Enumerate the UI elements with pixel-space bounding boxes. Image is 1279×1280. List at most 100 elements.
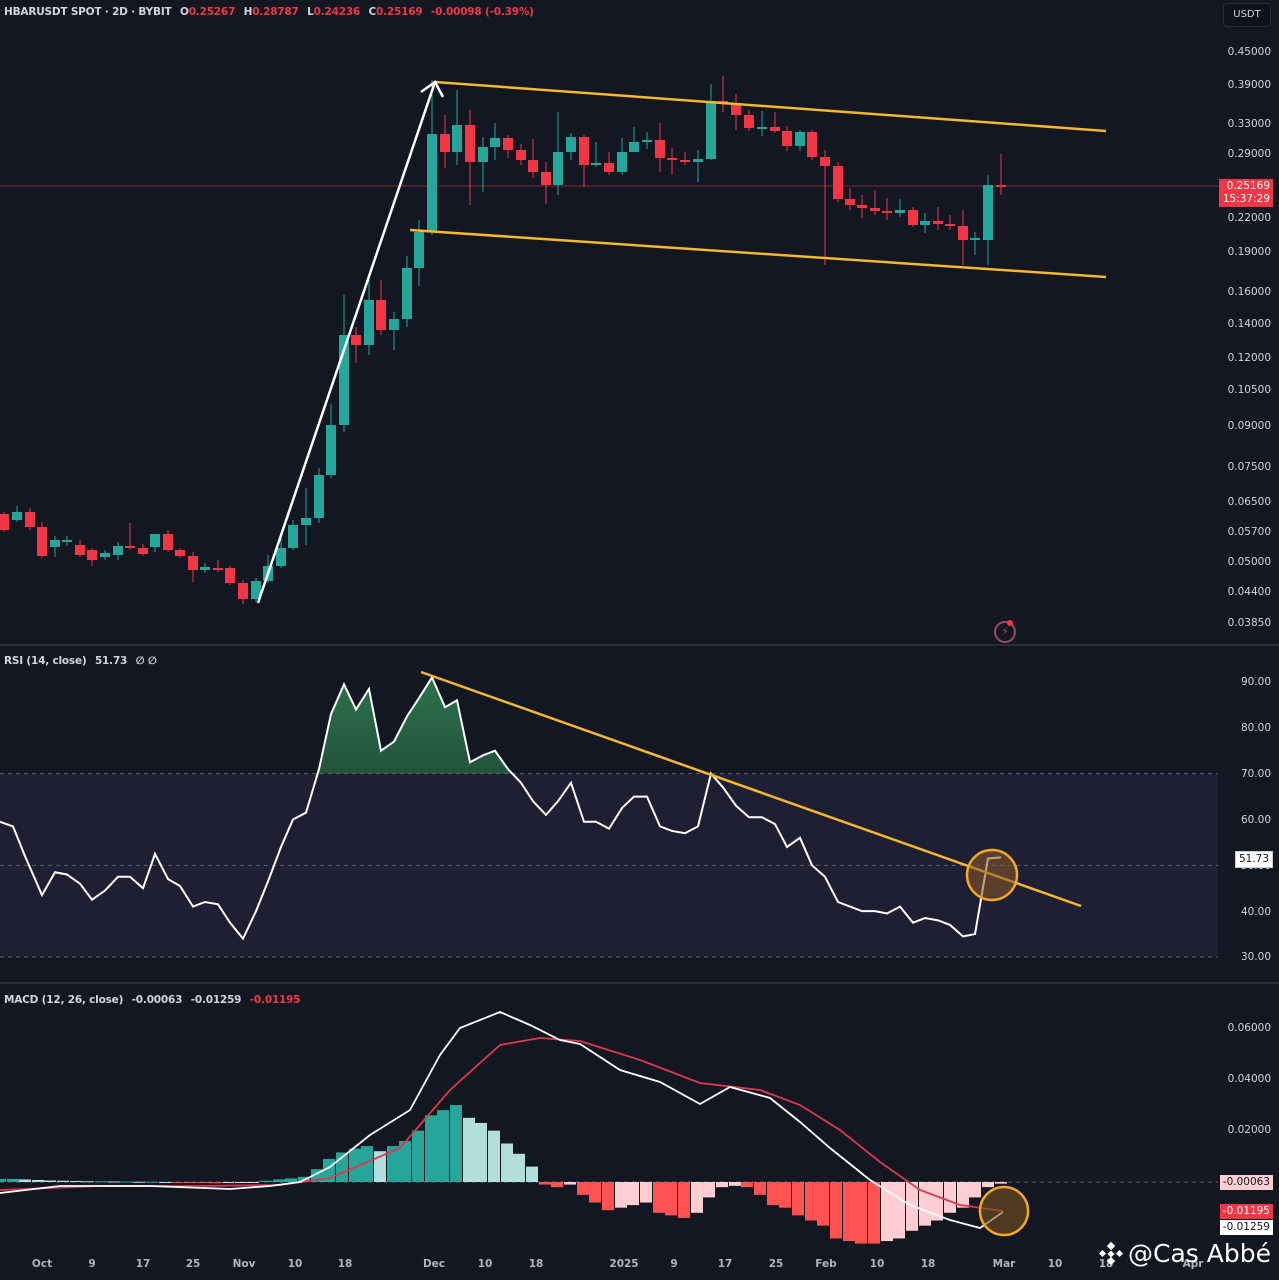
time-axis[interactable]: Oct 9 17 25 Nov 10 18 Dec 10 18 2025 9 17 25 Feb 10 18 Ma… (0, 1250, 1279, 1280)
macd-histogram-bar (767, 1182, 779, 1206)
rsi-chart[interactable] (0, 646, 1279, 982)
price-pane[interactable]: HBARUSDT SPOT · 2D · BYBIT O0.25267 H0.2… (0, 0, 1279, 644)
candlestick-chart[interactable] (0, 0, 1279, 644)
time-tick: Apr (1182, 1258, 1204, 1270)
candle (833, 162, 843, 202)
macd-histogram-bar (133, 1181, 145, 1183)
macd-pane[interactable]: MACD (12, 26, close) -0.00063 -0.01259 -… (0, 984, 1279, 1248)
axis-label: 0.12000 (1227, 352, 1271, 364)
macd-histogram-bar (893, 1182, 905, 1239)
macd-histogram-bar (285, 1178, 297, 1182)
channel-lower-line[interactable] (409, 228, 1107, 279)
axis-label: 70.00 (1240, 768, 1271, 780)
candle (301, 488, 311, 545)
symbol-title: HBARUSDT SPOT · 2D · BYBIT (4, 6, 172, 18)
candle (541, 162, 551, 204)
rsi-legend: RSI (14, close) 51.73 ∅ ∅ (4, 655, 162, 667)
arrow-line[interactable] (256, 81, 437, 604)
macd-histogram-bar (653, 1182, 665, 1213)
time-tick: 10 (477, 1258, 493, 1270)
macd-histogram-bar (577, 1182, 589, 1195)
macd-histogram-bar (513, 1153, 525, 1182)
macd-histogram-bar (615, 1182, 627, 1208)
candle (693, 150, 703, 182)
candle (996, 154, 1006, 195)
time-tick: 25 (768, 1258, 784, 1270)
time-tick: 25 (185, 1258, 201, 1270)
macd-histogram-bar (830, 1182, 842, 1239)
candle (744, 110, 754, 131)
macd-histogram-bar (44, 1180, 56, 1182)
rsi-value: 51.73 (94, 655, 128, 667)
candle (402, 256, 412, 327)
candle (770, 112, 780, 133)
candle (364, 278, 374, 355)
rsi-pane[interactable]: RSI (14, close) 51.73 ∅ ∅ 90.00 80.00 70.0… (0, 646, 1279, 982)
low-value: 0.24236 (313, 6, 361, 18)
macd-histogram-bar (209, 1182, 221, 1184)
candle (251, 578, 261, 602)
candle (680, 152, 690, 165)
macd-chart[interactable] (0, 984, 1279, 1248)
candle (376, 280, 386, 335)
time-tick: Oct (31, 1258, 53, 1270)
macd-histogram-bar (501, 1143, 513, 1182)
macd-histogram-bar (691, 1182, 703, 1213)
candle (528, 139, 538, 178)
macd-histogram-bar (805, 1182, 817, 1221)
candle (667, 148, 677, 175)
time-tick: 17 (135, 1258, 151, 1270)
axis-label: 0.05000 (1227, 556, 1271, 568)
time-tick: Nov (232, 1258, 256, 1270)
macd-line (0, 1011, 1004, 1229)
candle (50, 536, 60, 557)
macd-histogram-bar (716, 1182, 728, 1188)
candle (339, 295, 349, 432)
time-tick: Mar (992, 1258, 1016, 1270)
candle (452, 90, 462, 165)
time-tick: 18 (337, 1258, 353, 1270)
macd-histogram-bar (387, 1146, 399, 1182)
macd-histogram-bar (95, 1181, 107, 1183)
macd-line-badge: -0.01259 (1219, 1220, 1273, 1235)
time-tick: 10 (869, 1258, 885, 1270)
candle (440, 115, 450, 168)
candle (553, 112, 563, 195)
macd-histogram-bar (741, 1182, 753, 1188)
macd-histogram-bar (463, 1117, 475, 1182)
candle (958, 210, 968, 265)
arrow-head-icon (420, 80, 445, 98)
macd-histogram-bar (539, 1182, 551, 1185)
axis-label: 0.33000 (1227, 118, 1271, 130)
macd-histogram-bar (868, 1182, 880, 1244)
macd-histogram-bar (57, 1180, 69, 1182)
macd-histogram-bar (0, 1178, 6, 1182)
lightning-icon[interactable]: ⚡ (994, 621, 1016, 643)
currency-selector[interactable]: USDT (1223, 3, 1271, 27)
macd-histogram-bar (19, 1179, 31, 1182)
candle (276, 536, 286, 568)
axis-label: 0.07500 (1227, 461, 1271, 473)
channel-upper-line[interactable] (434, 80, 1107, 133)
pane-divider[interactable] (0, 644, 1279, 646)
candle (75, 540, 85, 557)
candle (263, 555, 273, 583)
macd-histogram-bar (412, 1130, 424, 1182)
candle (983, 175, 993, 265)
candle (807, 130, 817, 160)
pane-divider[interactable] (0, 982, 1279, 984)
candle (604, 152, 614, 175)
macd-histogram-bar (159, 1182, 171, 1183)
time-tick: 17 (717, 1258, 733, 1270)
candle (642, 132, 652, 149)
macd-histogram-bar (273, 1179, 285, 1182)
candle (225, 566, 235, 585)
candle (62, 536, 72, 546)
macd-histogram-bar (640, 1182, 652, 1203)
candle (895, 199, 905, 217)
macd-legend: MACD (12, 26, close) -0.00063 -0.01259 -… (4, 994, 305, 1006)
macd-histogram-bar (399, 1140, 411, 1182)
macd-histogram-bar (146, 1181, 158, 1183)
change-value: -0.00098 (-0.39%) (430, 6, 534, 18)
axis-label: 80.00 (1240, 722, 1271, 734)
